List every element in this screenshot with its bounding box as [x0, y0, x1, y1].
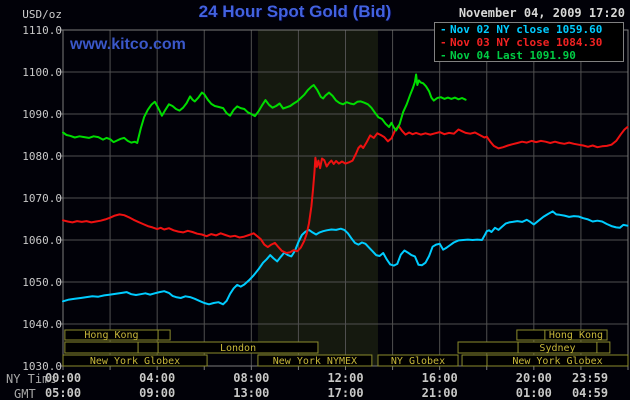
- session-box: [544, 329, 608, 341]
- ny-time-axis-label: NY Time: [6, 372, 57, 386]
- y-axis-tick-label: 1030.0: [22, 360, 62, 373]
- session-label: Hong Kong: [84, 330, 138, 341]
- series-line-2: [62, 73, 467, 144]
- session-box: [596, 341, 611, 354]
- legend-label: Nov 03 NY close 1084.30: [450, 36, 603, 49]
- session-box: [257, 354, 373, 367]
- y-axis-tick-label: 1050.0: [22, 276, 62, 289]
- y-axis-tick-label: 1110.0: [22, 24, 62, 37]
- session-label: New York Globex: [512, 356, 602, 367]
- session-label: NY Globex: [391, 356, 445, 367]
- x-tick-label-gmt: 01:00: [515, 386, 552, 400]
- y-axis-tick-label: 1100.0: [22, 66, 62, 79]
- series-line-1: [62, 124, 629, 254]
- chart-datetime: November 04, 2009 17:20: [458, 6, 625, 20]
- legend-box: - Nov 02 NY close 1059.60- Nov 03 NY close…: [434, 22, 624, 62]
- x-tick-label-gmt: 17:00: [327, 386, 364, 400]
- legend-label: Nov 02 NY close 1059.60: [450, 23, 603, 36]
- x-tick-label-gmt: 04:59: [571, 386, 609, 400]
- y-axis-tick-label: 1090.0: [22, 108, 62, 121]
- session-box: [62, 354, 208, 367]
- x-tick-label-ny: 00:00: [44, 371, 82, 385]
- session-label: Hong Kong: [549, 330, 603, 341]
- session-box: [157, 341, 319, 354]
- session-box: [486, 354, 629, 367]
- legend-dash-icon: -: [440, 36, 447, 49]
- y-axis-units-label: USD/oz: [22, 8, 62, 21]
- session-box: [457, 341, 519, 354]
- session-label: New York NYMEX: [273, 356, 357, 367]
- legend-dash-icon: -: [440, 49, 447, 62]
- x-tick-label-gmt: 05:00: [44, 386, 82, 400]
- legend-item-0: - Nov 02 NY close 1059.60: [435, 23, 623, 36]
- kitco-watermark: www.kitco.com: [70, 36, 186, 53]
- y-axis-tick-label: 1060.0: [22, 234, 62, 247]
- session-box: [516, 329, 546, 341]
- session-box: [64, 341, 139, 354]
- x-tick-label-ny: 12:00: [327, 371, 364, 385]
- x-tick-label-ny: 04:00: [139, 371, 176, 385]
- x-tick-label-gmt: 09:00: [139, 386, 176, 400]
- y-axis-tick-label: 1080.0: [22, 150, 62, 163]
- x-tick-label-gmt: 21:00: [421, 386, 458, 400]
- session-label: New York Globex: [90, 356, 180, 367]
- chart-title: 24 Hour Spot Gold (Bid): [198, 2, 392, 21]
- series-line-0: [62, 210, 629, 306]
- session-box: [377, 354, 459, 367]
- y-axis-tick-label: 1040.0: [22, 318, 62, 331]
- legend-dash-icon: -: [440, 23, 447, 36]
- session-label: London: [220, 343, 256, 354]
- session-box: [137, 341, 159, 354]
- session-label: Sydney: [539, 343, 575, 354]
- session-box: [157, 329, 171, 341]
- legend-item-2: - Nov 04 Last 1091.90: [435, 49, 623, 62]
- x-tick-label-ny: 20:00: [515, 371, 552, 385]
- x-tick-label-ny: 23:59: [571, 371, 609, 385]
- legend-item-1: - Nov 03 NY close 1084.30: [435, 36, 623, 49]
- x-tick-label-ny: 08:00: [233, 371, 270, 385]
- x-tick-label-ny: 16:00: [421, 371, 458, 385]
- gmt-axis-label: GMT: [14, 387, 36, 400]
- y-axis-tick-label: 1070.0: [22, 192, 62, 205]
- session-box: [461, 354, 488, 367]
- legend-label: Nov 04 Last 1091.90: [450, 49, 576, 62]
- x-tick-label-gmt: 13:00: [233, 386, 270, 400]
